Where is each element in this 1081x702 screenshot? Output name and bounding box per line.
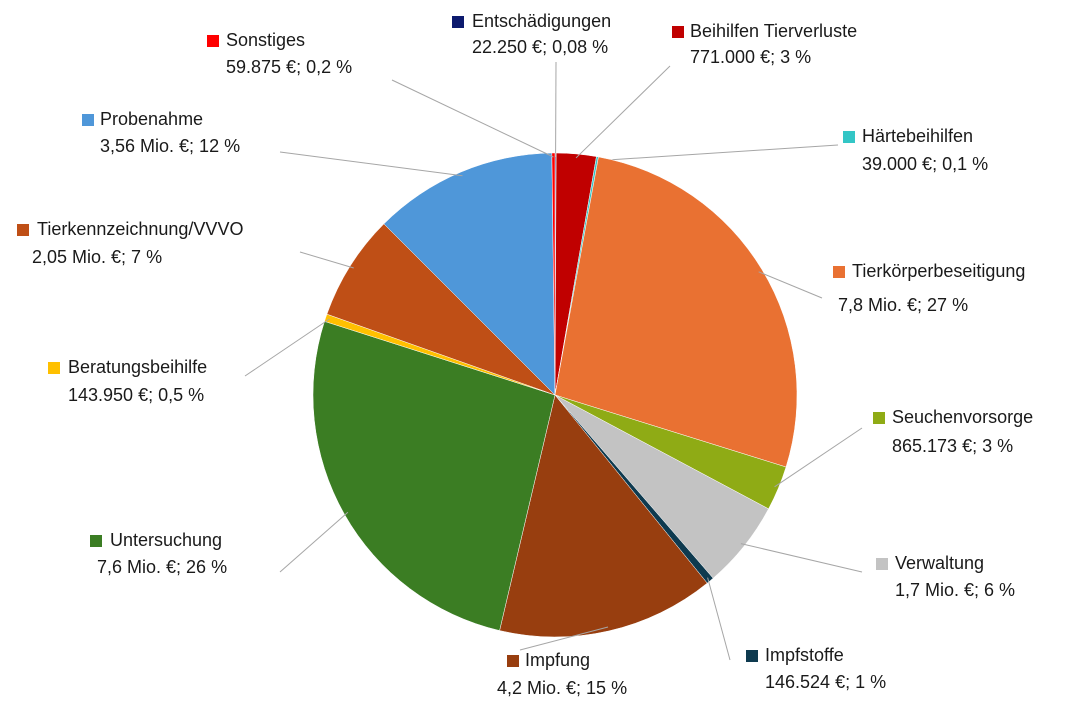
pie-slice (551, 152, 556, 396)
legend-swatch (82, 114, 94, 126)
slice-label: Impfung (525, 650, 590, 670)
leader-line (596, 144, 839, 162)
legend-swatch (672, 26, 684, 38)
value-label: 4,2 Mio. €; 15 % (497, 678, 627, 698)
value-label: 3,56 Mio. €; 12 % (100, 136, 240, 156)
value-label: 59.875 €; 0,2 % (226, 57, 352, 77)
pie-slice (499, 394, 708, 638)
slice-label: Härtebeihilfen (862, 126, 973, 146)
legend-swatch (833, 266, 845, 278)
legend-swatch (48, 362, 60, 374)
slice-label: Verwaltung (895, 553, 984, 573)
slice-label: Sonstiges (226, 30, 305, 50)
value-label: 39.000 €; 0,1 % (862, 154, 988, 174)
leader-line (758, 271, 823, 299)
slice-label: Probenahme (100, 109, 203, 129)
value-label: 7,8 Mio. €; 27 % (838, 295, 968, 315)
legend-swatch (17, 224, 29, 236)
value-label: 7,6 Mio. €; 26 % (97, 557, 227, 577)
leader-line (299, 251, 354, 269)
pie-slice (326, 223, 556, 396)
legend-swatch (843, 131, 855, 143)
leader-line (279, 511, 349, 573)
value-label: 771.000 €; 3 % (690, 47, 811, 67)
slice-label: Tierkörperbeseitigung (852, 261, 1025, 281)
leader-line (244, 318, 330, 377)
slice-label: Entschädigungen (472, 11, 611, 31)
slice-label: Untersuchung (110, 530, 222, 550)
value-label: 1,7 Mio. €; 6 % (895, 580, 1015, 600)
value-label: 143.950 €; 0,5 % (68, 385, 204, 405)
value-label: 865.173 €; 3 % (892, 436, 1013, 456)
pie-slice (383, 152, 556, 396)
leader-line (519, 626, 609, 651)
slice-label: Impfstoffe (765, 645, 844, 665)
leader-line (740, 543, 863, 573)
legend-swatch (873, 412, 885, 424)
pie-slice (312, 321, 556, 631)
leader-line (774, 427, 863, 488)
leader-line (707, 577, 731, 661)
value-label: 146.524 €; 1 % (765, 672, 886, 692)
slice-label: Seuchenvorsorge (892, 407, 1033, 427)
leader-line (391, 79, 554, 158)
slice-label: Beratungsbeihilfe (68, 357, 207, 377)
leader-line (279, 151, 463, 177)
legend-swatch (207, 35, 219, 47)
legend-swatch (90, 535, 102, 547)
value-label: 2,05 Mio. €; 7 % (32, 247, 162, 267)
legend-swatch (746, 650, 758, 662)
leader-line (575, 65, 671, 159)
legend-swatch (507, 655, 519, 667)
legend-swatch (452, 16, 464, 28)
pie-slice (554, 156, 798, 468)
value-label: 22.250 €; 0,08 % (472, 37, 608, 57)
slice-label: Beihilfen Tierverluste (690, 21, 857, 41)
legend-swatch (876, 558, 888, 570)
slice-label: Tierkennzeichnung/VVVO (37, 219, 243, 239)
